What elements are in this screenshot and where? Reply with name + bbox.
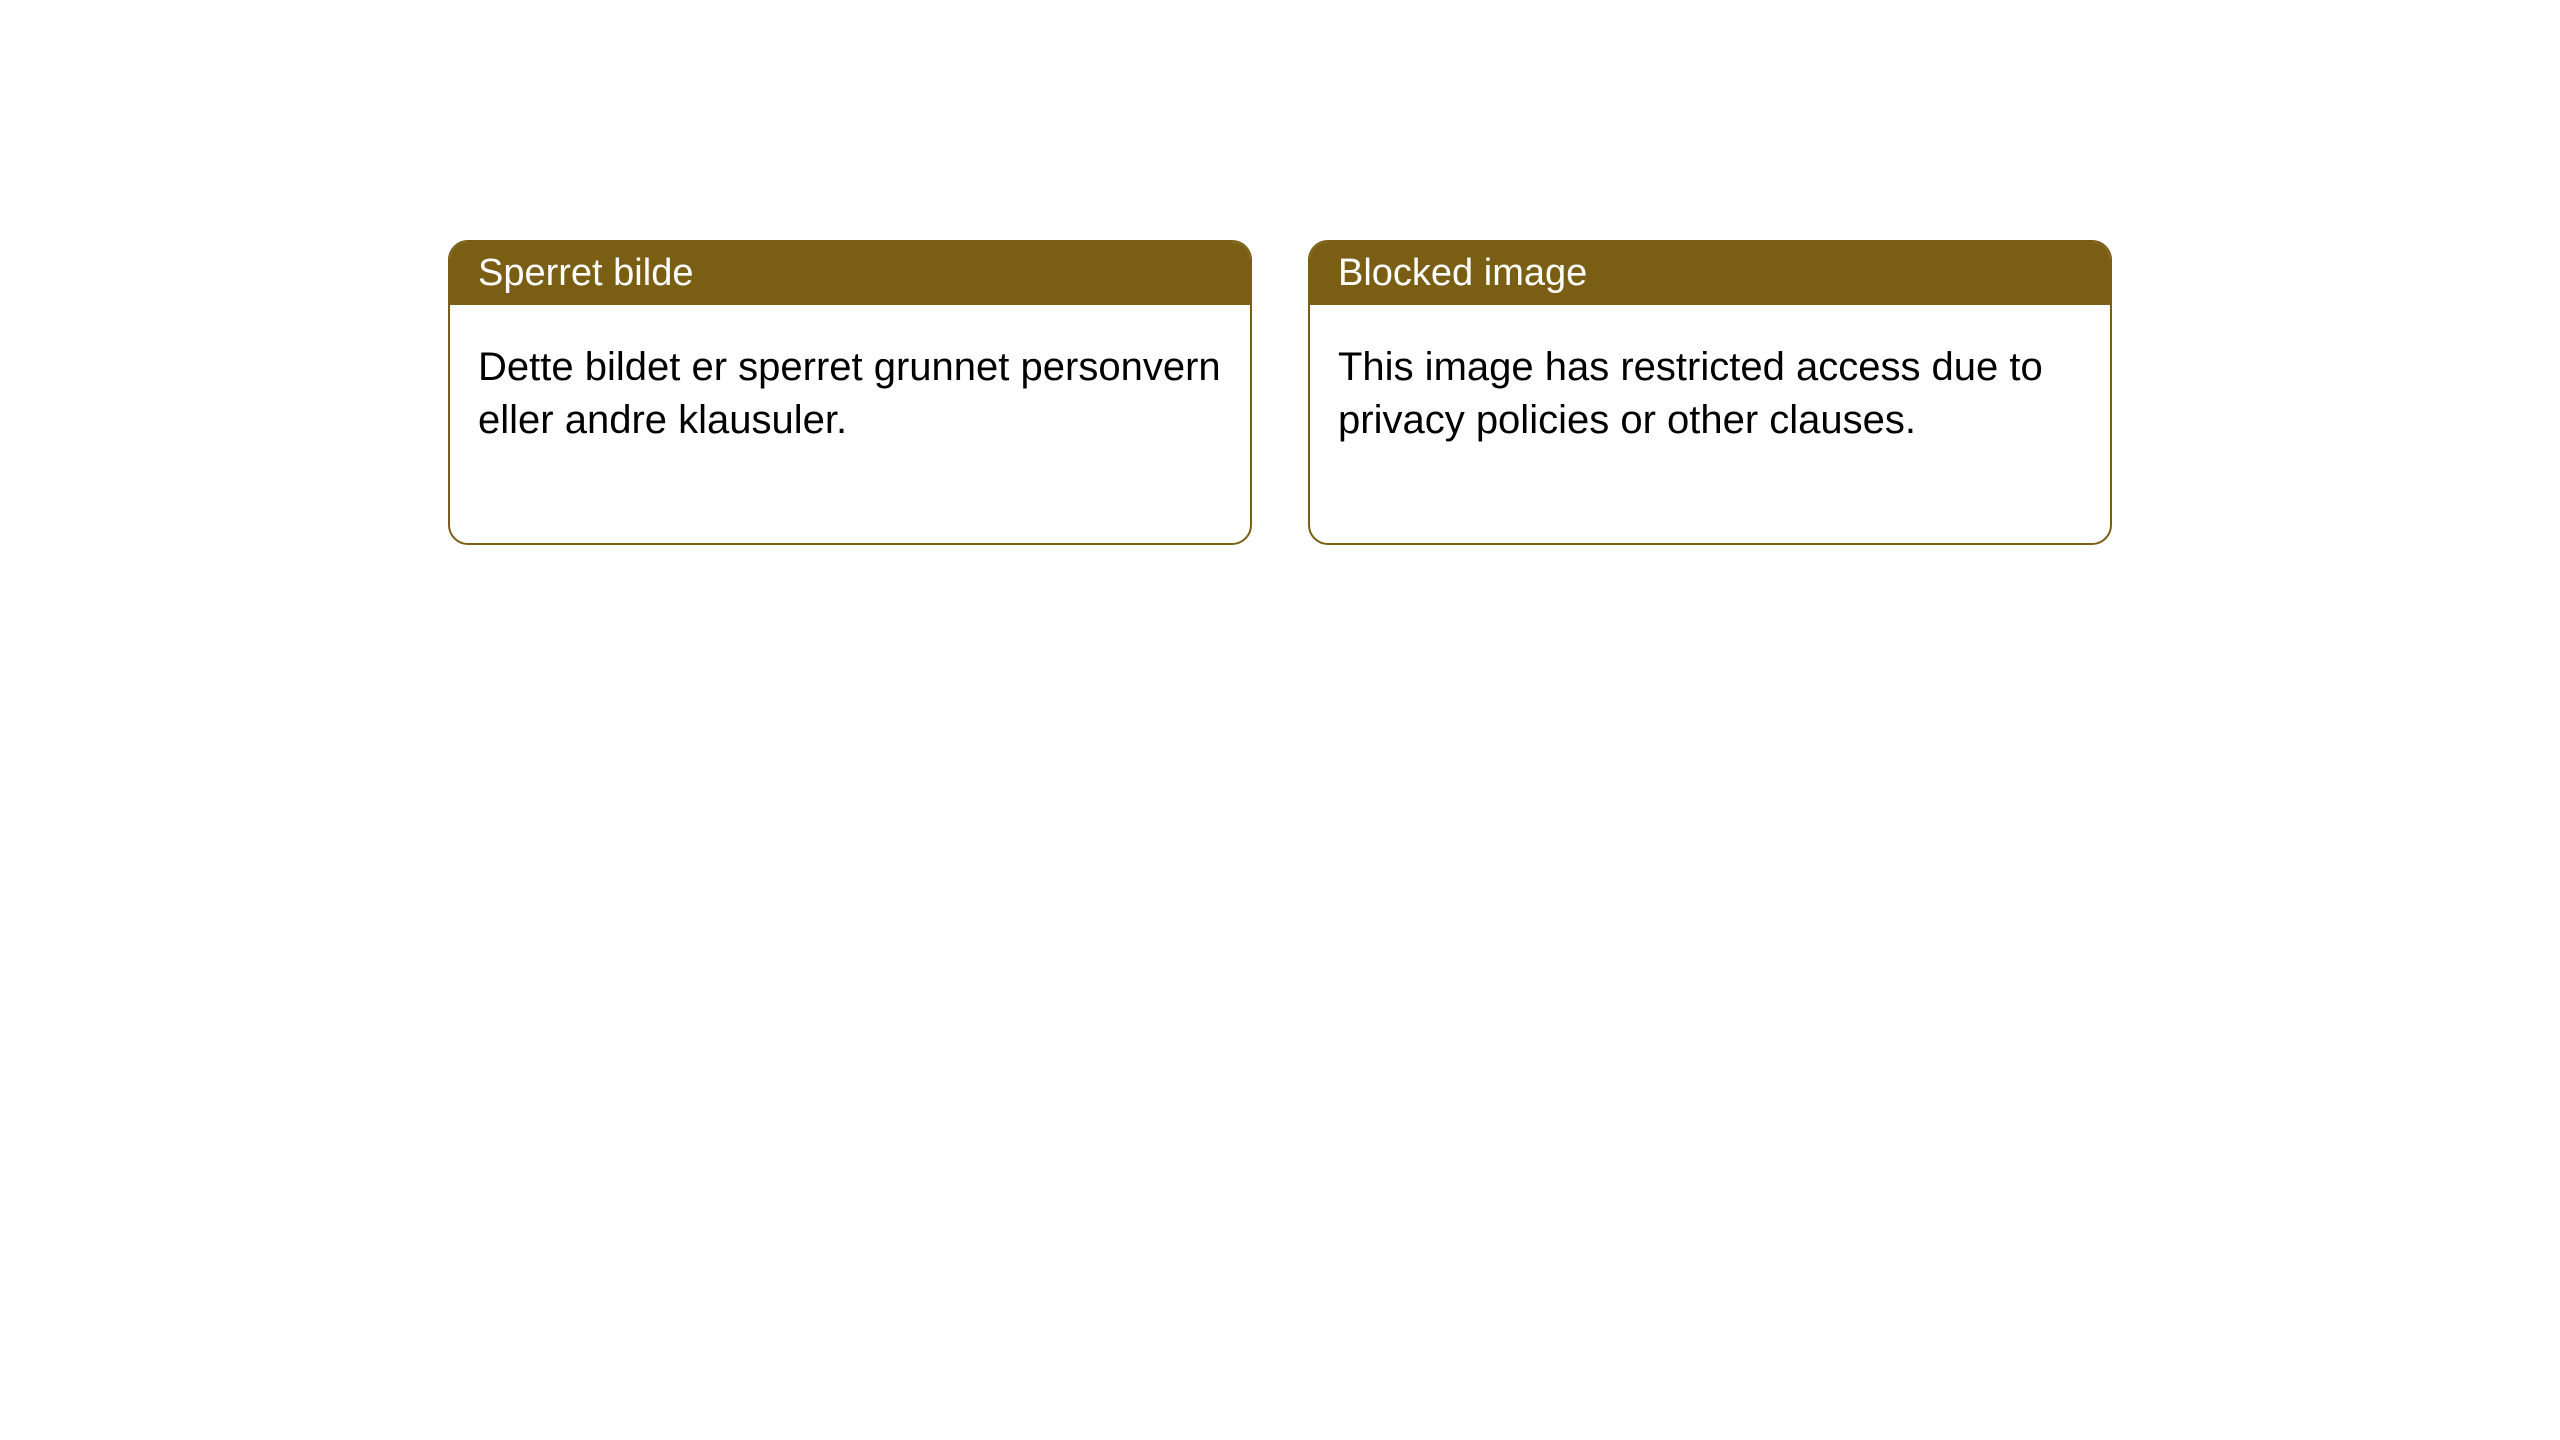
- card-header: Blocked image: [1310, 242, 2110, 305]
- card-title: Sperret bilde: [478, 252, 693, 294]
- card-body-text: This image has restricted access due to …: [1338, 345, 2043, 442]
- blocked-image-card-no: Sperret bilde Dette bildet er sperret gr…: [448, 240, 1252, 545]
- card-title: Blocked image: [1338, 252, 1587, 294]
- card-body: Dette bildet er sperret grunnet personve…: [450, 305, 1250, 543]
- card-body-text: Dette bildet er sperret grunnet personve…: [478, 345, 1221, 442]
- blocked-image-card-en: Blocked image This image has restricted …: [1308, 240, 2112, 545]
- card-body: This image has restricted access due to …: [1310, 305, 2110, 543]
- card-header: Sperret bilde: [450, 242, 1250, 305]
- notice-container: Sperret bilde Dette bildet er sperret gr…: [0, 0, 2560, 545]
